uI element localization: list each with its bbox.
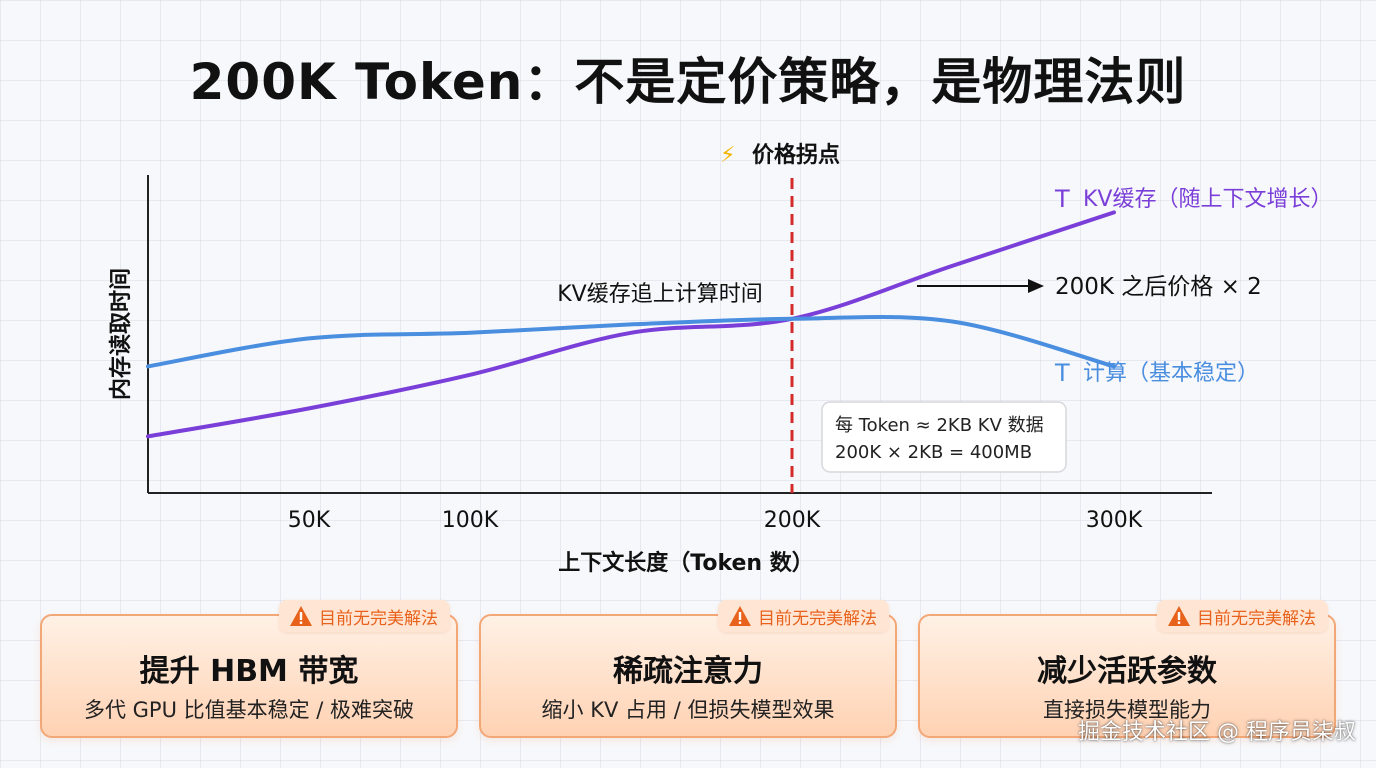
info-box: 每 Token ≈ 2KB KV 数据 200K × 2KB = 400MB bbox=[821, 401, 1067, 473]
intersection-label: KV缓存追上计算时间 bbox=[557, 282, 762, 307]
series-group bbox=[146, 210, 1116, 439]
badge-text: 目前无完美解法 bbox=[319, 608, 438, 629]
warning-icon bbox=[290, 606, 312, 626]
info-line-2: 200K × 2KB = 400MB bbox=[835, 442, 1032, 463]
y-axis-label: 内存读取时间 bbox=[108, 268, 134, 400]
legend-compute: T 计算（基本稳定） bbox=[1054, 359, 1259, 387]
chart-axes bbox=[147, 175, 1212, 494]
x-tick-labels: 50K 100K 200K 300K bbox=[288, 508, 1143, 533]
warning-icon bbox=[729, 606, 751, 626]
warning-badge: 目前无完美解法 bbox=[1157, 600, 1328, 632]
lightning-icon: ⚡ bbox=[720, 143, 735, 168]
card-subtitle: 缩小 KV 占用 / 但损失模型效果 bbox=[541, 698, 835, 722]
x-tick-label: 100K bbox=[442, 508, 499, 533]
card-title: 稀疏注意力 bbox=[613, 654, 763, 689]
card-subtitle: 多代 GPU 比值基本稳定 / 极难突破 bbox=[83, 698, 415, 722]
warning-icon bbox=[1168, 606, 1190, 626]
x-tick-label: 50K bbox=[288, 508, 331, 533]
t-icon: T bbox=[1054, 359, 1070, 387]
x-axis-label: 上下文长度（Token 数） bbox=[558, 550, 813, 576]
arrow-head-icon bbox=[1028, 279, 1044, 293]
solution-card-active-params: 目前无完美解法 减少活跃参数 直接损失模型能力 bbox=[918, 600, 1336, 738]
arrow-note: 200K 之后价格 × 2 bbox=[1055, 274, 1262, 300]
warning-badge: 目前无完美解法 bbox=[279, 600, 450, 632]
series-line-kv-cache bbox=[146, 210, 1116, 439]
series-label-kv: KV缓存（随上下文增长） bbox=[1083, 187, 1332, 212]
x-tick-label: 200K bbox=[764, 508, 821, 533]
legend-kv: T KV缓存（随上下文增长） bbox=[1054, 185, 1332, 213]
info-line-1: 每 Token ≈ 2KB KV 数据 bbox=[835, 415, 1044, 436]
warning-badge: 目前无完美解法 bbox=[718, 600, 889, 632]
t-icon: T bbox=[1054, 185, 1070, 213]
page-title: 200K Token：不是定价策略，是物理法则 bbox=[189, 53, 1187, 111]
marker-label: 价格拐点 bbox=[752, 142, 840, 168]
chart: 内存读取时间 上下文长度（Token 数） 50K 100K 200K 300K ⚡ … bbox=[108, 142, 1332, 576]
card-title: 减少活跃参数 bbox=[1037, 654, 1217, 689]
watermark: 掘金技术社区 @ 程序员柒叔 bbox=[1078, 720, 1356, 745]
series-line-compute bbox=[146, 315, 1116, 369]
x-tick-label: 300K bbox=[1086, 508, 1143, 533]
arrow-annotation: 200K 之后价格 × 2 bbox=[917, 274, 1262, 300]
solution-card-sparse-attention: 目前无完美解法 稀疏注意力 缩小 KV 占用 / 但损失模型效果 bbox=[479, 600, 897, 738]
card-subtitle: 直接损失模型能力 bbox=[1043, 698, 1211, 722]
card-title: 提升 HBM 带宽 bbox=[139, 654, 359, 689]
badge-text: 目前无完美解法 bbox=[758, 608, 877, 629]
series-label-compute: 计算（基本稳定） bbox=[1083, 361, 1259, 386]
solution-card-hbm: 目前无完美解法 提升 HBM 带宽 多代 GPU 比值基本稳定 / 极难突破 bbox=[40, 600, 458, 738]
badge-text: 目前无完美解法 bbox=[1197, 608, 1316, 629]
